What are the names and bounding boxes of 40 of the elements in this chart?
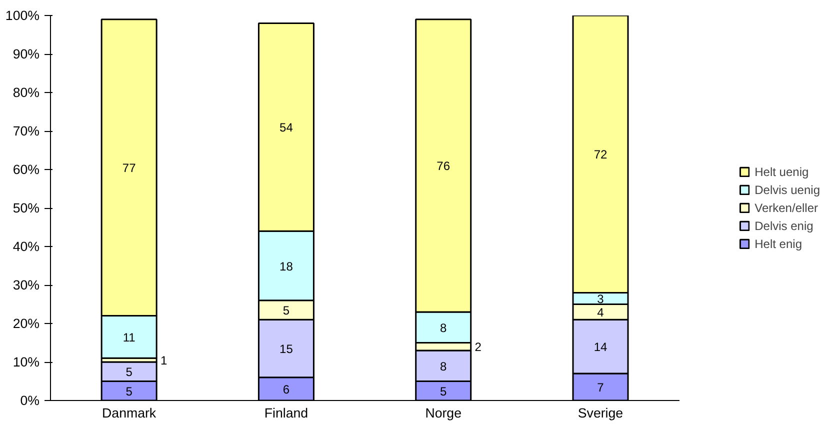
data-label: 72 xyxy=(594,148,608,162)
data-label: 76 xyxy=(436,159,450,174)
legend-label: Verken/eller xyxy=(754,200,818,214)
y-tick-label: 50% xyxy=(12,200,40,216)
legend-label: Delvis enig xyxy=(754,218,814,232)
data-label: 1 xyxy=(160,354,168,368)
data-label: 15 xyxy=(280,342,294,356)
data-label: 4 xyxy=(597,305,604,320)
data-label: 5 xyxy=(126,384,133,398)
y-tick-label: 60% xyxy=(12,162,40,177)
y-tick-label: 10% xyxy=(12,354,40,370)
data-label: 8 xyxy=(440,359,448,374)
data-label: 3 xyxy=(597,292,604,306)
y-tick-label: 80% xyxy=(12,85,40,100)
y-tick-label: 90% xyxy=(12,46,40,62)
data-label: 8 xyxy=(440,320,448,335)
x-tick-label: Norge xyxy=(425,406,462,420)
legend-label: Helt enig xyxy=(754,236,802,250)
x-tick-label: Finland xyxy=(264,406,308,420)
y-tick-label: 20% xyxy=(12,316,40,331)
y-tick-label: 30% xyxy=(12,278,40,292)
data-label: 77 xyxy=(122,161,136,176)
y-tick-label: 70% xyxy=(12,124,40,138)
legend-label: Helt uenig xyxy=(754,164,809,178)
data-label: 5 xyxy=(440,384,448,398)
data-label: 7 xyxy=(597,380,604,395)
data-label: 54 xyxy=(280,120,294,135)
y-tick-label: 0% xyxy=(20,393,40,408)
data-label: 6 xyxy=(282,382,290,396)
data-label: 5 xyxy=(282,304,290,318)
data-label: 5 xyxy=(126,365,133,380)
data-label: 2 xyxy=(474,340,482,354)
data-label: 18 xyxy=(280,259,294,274)
y-tick-label: 40% xyxy=(12,239,40,254)
y-tick-label: 100% xyxy=(5,8,40,23)
data-label: 14 xyxy=(594,340,608,354)
legend-label: Delvis uenig xyxy=(754,182,820,196)
x-tick-label: Danmark xyxy=(102,406,156,420)
x-tick-label: Sverige xyxy=(578,406,624,420)
data-label: 11 xyxy=(122,330,136,344)
